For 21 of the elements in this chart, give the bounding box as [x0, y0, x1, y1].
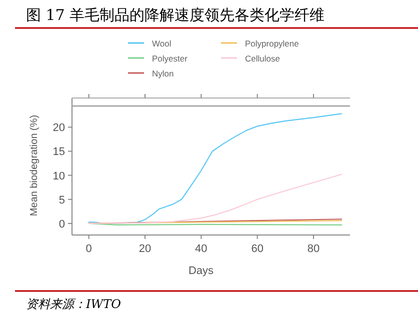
legend-label: Wool	[152, 38, 172, 48]
x-tick-label: 80	[307, 243, 320, 255]
legend-label: Nylon	[152, 68, 174, 78]
x-axis-title: Days	[188, 265, 214, 277]
line-series	[88, 174, 342, 224]
line-series	[88, 113, 342, 224]
x-tick-label: 20	[138, 243, 152, 255]
y-axis-title: Mean biodegration (%)	[29, 114, 40, 216]
y-tick-label: 10	[52, 170, 65, 182]
legend-label: Polyester	[152, 54, 188, 64]
y-tick-label: 5	[58, 194, 65, 206]
x-tick-label: 40	[195, 243, 208, 255]
y-tick-label: 15	[52, 146, 65, 158]
legend-label: Cellulose	[245, 54, 280, 64]
x-tick-label: 0	[86, 243, 92, 255]
y-tick-label: 20	[52, 122, 65, 134]
text: 资料来源：IWTO	[26, 297, 122, 311]
y-tick-label: 0	[58, 218, 65, 230]
chart-title: 图 17 羊毛制品的降解速度领先各类化学纤维	[26, 6, 325, 24]
legend-label: Polypropylene	[245, 38, 300, 48]
x-tick-label: 60	[251, 243, 264, 255]
